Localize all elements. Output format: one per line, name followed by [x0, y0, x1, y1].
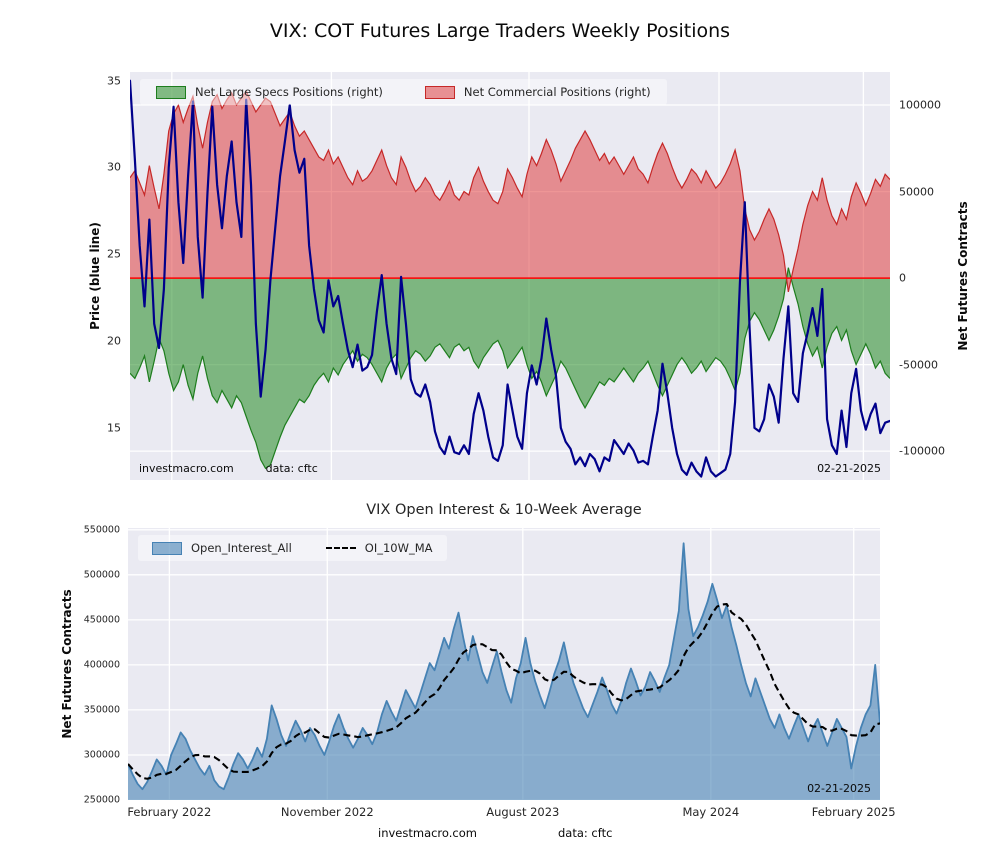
open-interest-legend-label: Open_Interest_All — [191, 541, 292, 555]
specs-legend-label: Net Large Specs Positions (right) — [195, 85, 383, 99]
bottom-left-axis-label: Net Futures Contracts — [60, 589, 74, 739]
commercial-legend-patch — [424, 85, 455, 99]
top-right-y-tick: -50000 — [899, 358, 938, 372]
bottom-chart-svg — [128, 528, 880, 800]
top-source-site: investmacro.com — [139, 462, 234, 475]
ma-legend-label: OI_10W_MA — [364, 541, 433, 555]
legend-item-ma: OI_10W_MA — [325, 541, 433, 555]
bottom-chart-title: VIX Open Interest & 10-Week Average — [366, 502, 642, 518]
bottom-legend: Open_Interest_All OI_10W_MA — [138, 535, 447, 561]
top-source-note: investmacro.com data: cftc — [139, 462, 318, 475]
top-right-y-tick: -100000 — [899, 444, 945, 458]
x-tick-label: August 2023 — [486, 805, 560, 819]
x-tick-label: November 2022 — [280, 805, 374, 819]
commercial-legend-label: Net Commercial Positions (right) — [463, 85, 651, 99]
top-left-y-tick: 15 — [107, 421, 121, 435]
top-left-y-tick: 30 — [107, 160, 121, 174]
bottom-y-tick: 300000 — [83, 749, 120, 761]
top-left-axis-label: Price (blue line) — [88, 222, 102, 330]
bottom-y-tick: 250000 — [83, 794, 120, 806]
footer-source-site: investmacro.com — [378, 826, 477, 840]
top-source-data: data: cftc — [265, 462, 318, 475]
specs-legend-patch — [156, 85, 186, 99]
bottom-date-label: 02-21-2025 — [807, 782, 871, 795]
bottom-y-tick: 550000 — [83, 524, 120, 536]
top-right-y-tick: 100000 — [899, 98, 941, 112]
open-interest-legend-patch — [152, 541, 182, 555]
x-tick-label: February 2022 — [127, 805, 212, 819]
ma-dashed-line-sample — [325, 547, 356, 549]
top-plot-area: Net Large Specs Positions (right) Net Co… — [130, 72, 890, 480]
legend-item-commercial: Net Commercial Positions (right) — [424, 85, 651, 99]
bottom-y-tick: 450000 — [83, 614, 120, 626]
top-right-y-tick: 50000 — [899, 185, 934, 199]
footer-source-data: data: cftc — [558, 826, 613, 840]
top-left-y-tick: 25 — [107, 247, 121, 261]
top-left-y-tick: 35 — [107, 74, 121, 88]
legend-item-specs: Net Large Specs Positions (right) — [156, 85, 383, 99]
figure-title: VIX: COT Futures Large Traders Weekly Po… — [269, 20, 731, 42]
x-tick-label: May 2024 — [682, 805, 740, 819]
bottom-plot-area: Open_Interest_All OI_10W_MA 02-21-2025 — [128, 528, 880, 800]
top-chart-svg — [130, 72, 890, 480]
top-right-y-tick: 0 — [899, 271, 906, 285]
legend-item-open-interest: Open_Interest_All — [152, 541, 292, 555]
bottom-y-tick: 500000 — [83, 569, 120, 581]
top-legend: Net Large Specs Positions (right) Net Co… — [140, 79, 667, 105]
x-tick-label: February 2025 — [811, 805, 896, 819]
bottom-y-tick: 350000 — [83, 704, 120, 716]
top-left-y-tick: 20 — [107, 334, 121, 348]
bottom-y-tick: 400000 — [83, 659, 120, 671]
top-date-label: 02-21-2025 — [817, 462, 881, 475]
top-right-axis-label: Net Futures Contracts — [956, 201, 970, 351]
